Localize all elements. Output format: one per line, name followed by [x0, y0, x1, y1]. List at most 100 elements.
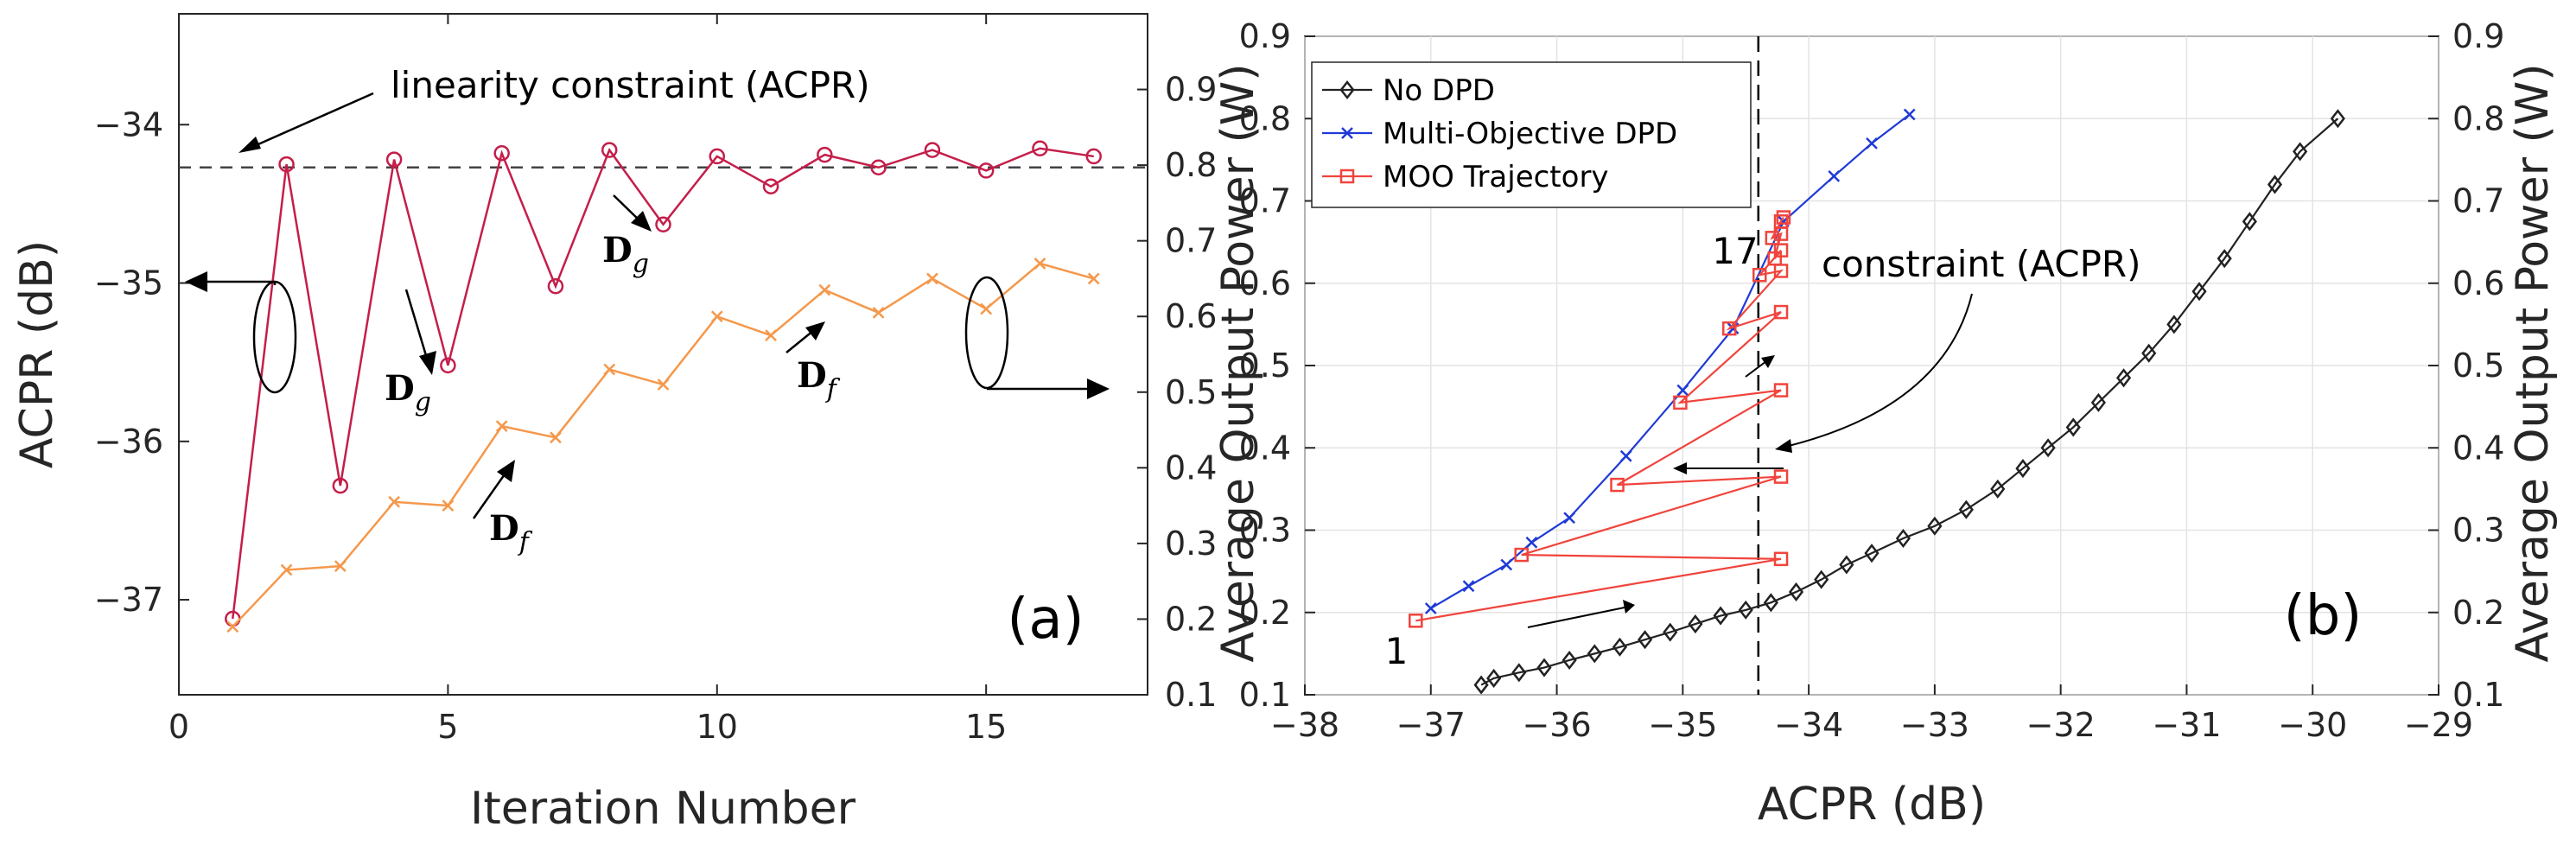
panel-a-right-axis-indicator: [964, 276, 1110, 399]
panel-a-constraint-text: linearity constraint (ACPR): [391, 64, 870, 106]
y-right-tick-label: 0.2: [2452, 594, 2504, 632]
panel-a-y-ticks-left: −37 −36 −35 −34: [94, 105, 189, 619]
data-point: [1866, 137, 1878, 149]
data-point: [1462, 580, 1475, 593]
x-tick-label: −31: [2152, 706, 2221, 744]
data-point: [332, 477, 349, 494]
data-point: [1673, 395, 1688, 410]
series-line: [1480, 118, 2339, 686]
y-right-tick-label: 0.4: [1165, 448, 1217, 487]
data-point: [2330, 109, 2345, 129]
data-point: [1903, 108, 1916, 121]
data-point: [1619, 449, 1632, 462]
x-tick-label: −33: [1900, 706, 1969, 744]
data-point: [1688, 614, 1703, 634]
x-tick-label: −32: [2026, 706, 2096, 744]
data-point: [1663, 622, 1678, 642]
data-point: [1990, 479, 2006, 499]
df-main-2: D: [797, 355, 827, 396]
panel-a-dg-arrow-1: [404, 289, 436, 375]
data-point: [278, 156, 295, 173]
data-point: [1722, 321, 1737, 336]
data-point: [2242, 212, 2257, 232]
data-point: [1409, 614, 1423, 628]
data-point: [655, 216, 671, 232]
data-point: [334, 560, 347, 573]
data-point: [385, 151, 403, 168]
panel-a-df-arrow-1: [472, 460, 515, 519]
data-point: [762, 178, 779, 194]
y-right-tick-label: 0.5: [1165, 373, 1217, 411]
data-point: [1511, 663, 1527, 683]
dg-sub-1: g: [415, 387, 431, 417]
y-right-tick-label: 0.1: [1165, 676, 1217, 714]
panel-b-legend: No DPD Multi-Objective DPD MOO Trajectory: [1311, 61, 1752, 208]
data-point: [1773, 304, 1789, 320]
data-point: [1763, 593, 1778, 613]
x-tick-label: 5: [437, 708, 458, 746]
data-point: [1486, 668, 1502, 688]
data-point: [493, 145, 510, 162]
data-point: [1085, 148, 1102, 165]
data-point: [1514, 547, 1529, 563]
data-point: [1776, 210, 1791, 225]
x-tick-label: −35: [1648, 706, 1717, 744]
y-right-tick-label: 0.8: [2452, 99, 2504, 137]
y-right-tick-label: 0.1: [2452, 676, 2504, 714]
panel-b-x-label: ACPR (dB): [1758, 779, 1986, 830]
data-point: [2115, 368, 2132, 388]
y-tick-label: 0.9: [1239, 17, 1291, 55]
data-point: [550, 431, 562, 444]
data-point: [1525, 536, 1538, 549]
data-point: [1788, 582, 1804, 601]
y-tick-label: 0.1: [1239, 676, 1291, 714]
data-point: [1765, 231, 1780, 245]
data-point: [2141, 343, 2157, 363]
data-point: [1752, 267, 1767, 283]
data-point: [1676, 384, 1689, 397]
y-right-tick-label: 0.5: [2452, 347, 2504, 385]
dg-main-2: D: [602, 230, 633, 270]
x-tick-label: −36: [1522, 706, 1591, 744]
data-point: [1864, 544, 1880, 563]
y-tick-label: 0.5: [1239, 347, 1291, 385]
legend-marker: [1339, 169, 1355, 184]
data-point: [1713, 606, 1728, 626]
data-point: [926, 272, 938, 285]
data-point: [980, 302, 993, 315]
data-point: [1895, 528, 1911, 549]
data-point: [1773, 469, 1789, 484]
data-point: [657, 378, 670, 391]
data-point: [2090, 392, 2106, 412]
data-point: [1087, 272, 1100, 285]
data-point: [709, 148, 726, 165]
data-point: [1610, 477, 1625, 493]
panel-b-constraint-text: constraint (ACPR): [1822, 243, 2140, 285]
panel-b-trajectory-arrows: [1527, 355, 1784, 628]
data-point: [601, 142, 618, 158]
data-point: [1773, 551, 1789, 567]
series-line: [232, 147, 1094, 620]
data-point: [765, 329, 777, 341]
y-tick-label: 0.8: [1239, 99, 1291, 137]
y-right-tick-label: 0.9: [1165, 71, 1217, 109]
y-right-tick-label: 0.2: [1165, 600, 1217, 638]
data-point: [1828, 170, 1841, 182]
y-tick-label: −37: [94, 581, 163, 619]
data-point: [2040, 438, 2056, 458]
y-tick-label: −35: [94, 264, 163, 302]
data-point: [818, 283, 831, 296]
legend-label: No DPD: [1383, 73, 1495, 108]
x-tick-label: −29: [2404, 706, 2473, 744]
data-point: [1767, 251, 1783, 266]
panel-a-constraint-arrow: [239, 92, 374, 153]
panel-a-df-arrow-2: [786, 321, 825, 353]
data-point: [1032, 140, 1048, 157]
panel-b-y-label-right: Average Output Power (W): [2507, 64, 2559, 663]
data-point: [1500, 558, 1513, 571]
data-point: [440, 357, 456, 374]
panel-b: −38 −37 −36 −35 −34 −33 −32 −31 −30 −29 0.1 0.2 0.3…: [1212, 17, 2559, 830]
x-tick-label: 15: [965, 708, 1007, 746]
y-right-tick-label: 0.3: [1165, 525, 1217, 563]
data-point: [1927, 516, 1943, 536]
